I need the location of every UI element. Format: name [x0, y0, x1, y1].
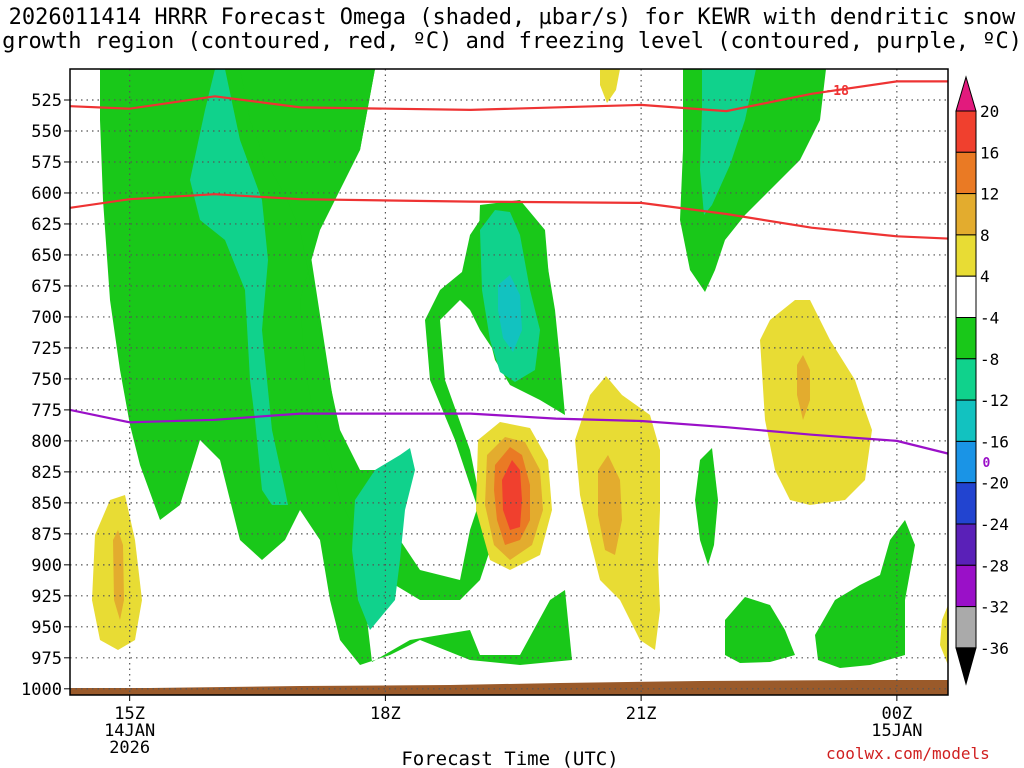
omega-region-green-03z-thin — [695, 448, 718, 565]
y-tick-label: 950 — [31, 618, 62, 638]
ground-terrain — [70, 680, 948, 695]
x-tick-label: 00Z — [881, 704, 912, 724]
omega-region-gold-15z — [113, 530, 124, 620]
omega-region-yellow-top-02z — [600, 69, 620, 103]
y-tick-label: 975 — [31, 649, 62, 669]
colorbar-label: 16 — [980, 143, 999, 162]
colorbar-swatch — [955, 110, 977, 153]
colorbar-label: 12 — [980, 185, 999, 204]
colorbar-swatch — [955, 482, 977, 525]
colorbar-label: -12 — [980, 391, 1009, 410]
omega-region-gold-05z — [797, 355, 810, 420]
credit-text: coolwx.com/models — [826, 744, 990, 763]
x-tick-label: 21Z — [626, 704, 657, 724]
omega-region-teal-21z — [352, 448, 415, 630]
colorbar-swatch — [955, 317, 977, 360]
colorbar-label: -16 — [980, 432, 1009, 451]
omega-region-yellow-edge-07z — [940, 605, 948, 665]
y-axis: 525 550 575 600 625 650 675 700 725 750 775 800 825 8… — [21, 91, 70, 700]
y-tick-label: 1000 — [21, 680, 62, 700]
colorbar-swatch — [955, 440, 977, 484]
contour-freezing-level — [70, 408, 948, 455]
colorbar: 20 16 12 8 4 -4 -8 -12 -16 -20 -24 -28 -32 -36 — [955, 75, 1009, 686]
x-tick-date: 15JAN — [871, 721, 922, 741]
x-tick-date: 14JAN — [104, 721, 155, 741]
colorbar-label: -32 — [980, 598, 1009, 617]
omega-region-teal-03z — [700, 69, 756, 215]
omega-region-cyan-00z — [498, 275, 522, 352]
colorbar-swatch — [955, 399, 977, 442]
omega-region-green-lower-03z — [725, 597, 795, 663]
y-tick-label: 700 — [31, 308, 62, 328]
colorbar-label: -24 — [980, 515, 1009, 534]
y-tick-label: 850 — [31, 494, 62, 514]
y-tick-label: 675 — [31, 277, 62, 297]
colorbar-swatch — [955, 523, 977, 566]
y-tick-label: 525 — [31, 91, 62, 111]
y-tick-label: 650 — [31, 246, 62, 266]
y-tick-label: 900 — [31, 556, 62, 576]
contour-labels: -18-1200 — [825, 84, 990, 471]
title-line-1: 2026011414 HRRR Forecast Omega (shaded, … — [8, 5, 1016, 30]
chart-title: 2026011414 HRRR Forecast Omega (shaded, … — [0, 6, 1024, 54]
omega-region-green-center — [240, 69, 560, 600]
x-tick-label: 15Z — [114, 704, 145, 724]
colorbar-label: -20 — [980, 474, 1009, 493]
contour-dendritic-bottom — [70, 193, 948, 240]
omega-region-red-22z — [502, 460, 522, 530]
omega-region-green-lower-06z — [815, 520, 915, 668]
x-tick-label: 18Z — [370, 704, 401, 724]
omega-region-gold-01z — [598, 455, 622, 555]
y-tick-label: 625 — [31, 215, 62, 235]
colorbar-swatch — [955, 358, 977, 401]
colorbar-swatch — [955, 193, 977, 236]
colorbar-swatch — [955, 275, 977, 319]
y-tick-label: 925 — [31, 587, 62, 607]
colorbar-swatch — [955, 234, 977, 277]
contour-label: 0 — [982, 456, 990, 471]
y-tick-label: 825 — [31, 463, 62, 483]
y-tick-label: 600 — [31, 184, 62, 204]
colorbar-label: 8 — [980, 226, 990, 245]
title-line-2: growth region (contoured, red, ºC) and f… — [2, 29, 1022, 54]
x-tick-year: 2026 — [109, 738, 150, 758]
y-tick-label: 775 — [31, 401, 62, 421]
y-tick-label: 550 — [31, 122, 62, 142]
colorbar-label: -36 — [980, 639, 1009, 658]
omega-region-teal-18z — [190, 69, 288, 505]
colorbar-label: 4 — [980, 267, 990, 286]
y-tick-label: 800 — [31, 432, 62, 452]
colorbar-swatch — [955, 564, 977, 608]
colorbar-bottom-arrow — [955, 647, 977, 686]
colorbar-label: -28 — [980, 556, 1009, 575]
colorbar-swatch — [955, 151, 977, 195]
plot-frame — [69, 68, 949, 696]
contour-dendritic-top — [70, 80, 948, 113]
omega-region-yellow-05z — [760, 300, 872, 505]
y-tick-label: 750 — [31, 370, 62, 390]
contour-label: -18 — [825, 84, 849, 99]
colorbar-swatch — [955, 606, 977, 649]
x-axis: 15Z14JAN202618Z21Z00Z15JAN03Z06Z — [104, 695, 922, 758]
omega-shading — [70, 69, 948, 695]
y-tick-label: 875 — [31, 525, 62, 545]
colorbar-top-arrow — [955, 75, 977, 112]
y-tick-label: 575 — [31, 153, 62, 173]
x-axis-label: Forecast Time (UTC) — [401, 748, 618, 768]
colorbar-label: -8 — [980, 350, 999, 369]
colorbar-label: 20 — [980, 102, 999, 121]
gridlines — [70, 69, 948, 695]
contour-lines — [70, 80, 948, 455]
y-tick-label: 725 — [31, 339, 62, 359]
colorbar-label: -4 — [980, 309, 999, 328]
